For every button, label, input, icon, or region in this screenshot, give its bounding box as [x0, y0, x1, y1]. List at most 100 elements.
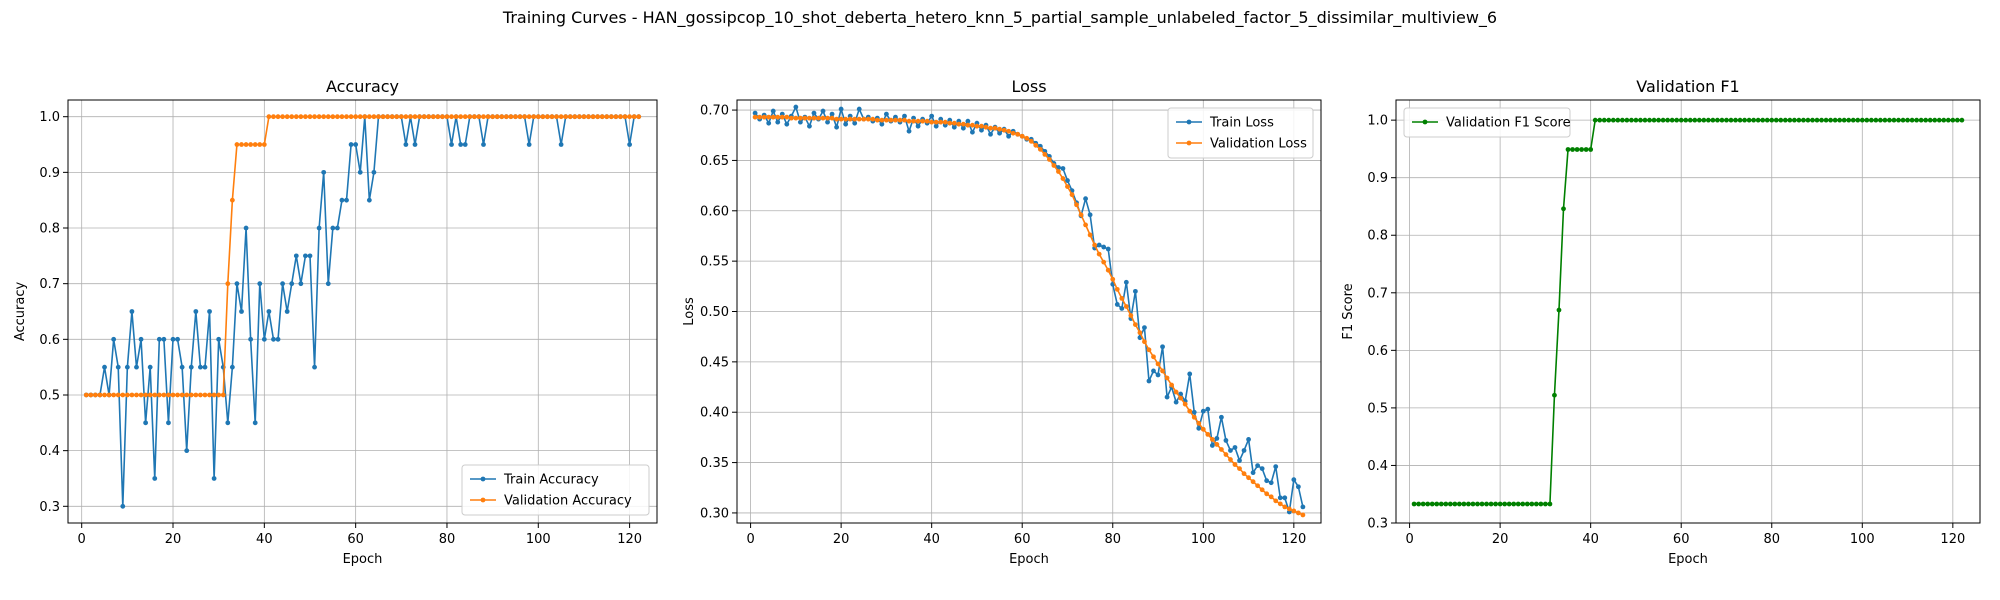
data-point: [1651, 117, 1657, 123]
data-point: [312, 114, 317, 120]
data-point: [229, 364, 235, 370]
data-point: [1205, 406, 1211, 412]
data-point: [1950, 117, 1956, 123]
data-point: [807, 115, 812, 121]
data-point: [426, 114, 432, 120]
data-point: [120, 392, 126, 398]
data-point: [188, 364, 194, 370]
data-point: [147, 392, 153, 398]
data-point: [852, 120, 858, 126]
data-point: [1742, 117, 1747, 123]
data-point: [997, 130, 1002, 136]
data-point: [775, 114, 781, 120]
data-point: [1010, 130, 1016, 136]
data-point: [1665, 117, 1671, 123]
chart-title: Loss: [1011, 77, 1046, 96]
data-point: [188, 392, 194, 398]
data-point: [111, 392, 117, 398]
data-point: [1891, 117, 1897, 123]
data-point: [1810, 117, 1815, 123]
data-point: [1900, 117, 1906, 123]
data-point: [1814, 117, 1820, 123]
data-point: [1828, 117, 1834, 123]
x-tick-label: 100: [526, 532, 551, 547]
legend-box: [461, 464, 650, 516]
x-tick-label: 20: [165, 532, 182, 547]
data-point: [408, 114, 413, 120]
series-line-validation-accuracy: [86, 115, 639, 396]
data-point: [820, 115, 826, 121]
y-tick-label: 0.9: [39, 166, 60, 181]
data-point: [1268, 480, 1274, 486]
data-point: [243, 225, 249, 231]
data-point: [124, 392, 130, 398]
chart-title: Accuracy: [326, 77, 399, 96]
data-point: [1105, 267, 1111, 273]
data-point: [1610, 117, 1616, 123]
data-point: [490, 114, 496, 120]
data-point: [1056, 169, 1061, 174]
data-point: [1479, 501, 1485, 507]
data-point: [1295, 510, 1301, 516]
x-tick-label: 80: [1763, 532, 1780, 547]
legend-label: Train Loss: [1209, 116, 1274, 131]
data-point: [1173, 389, 1179, 395]
y-tick-label: 0.70: [700, 104, 729, 119]
data-point: [471, 114, 477, 120]
data-point: [622, 114, 628, 120]
data-point: [1633, 117, 1639, 123]
data-point: [143, 420, 149, 426]
data-point: [403, 114, 409, 120]
data-point: [248, 336, 254, 342]
data-point: [1046, 157, 1052, 162]
data-point: [280, 281, 285, 287]
x-tick-label: 0: [78, 532, 86, 547]
data-point: [1006, 128, 1012, 134]
data-point: [1160, 368, 1165, 374]
data-point: [1259, 466, 1265, 472]
data-point: [1123, 279, 1129, 285]
data-point: [371, 114, 377, 120]
data-point: [353, 142, 359, 147]
data-point: [481, 114, 486, 120]
data-point: [1291, 477, 1297, 483]
data-point: [348, 142, 354, 147]
data-point: [1142, 339, 1147, 345]
data-point: [1868, 117, 1874, 123]
data-point: [175, 392, 180, 398]
data-point: [915, 118, 921, 124]
data-point: [1164, 375, 1170, 381]
data-point: [334, 225, 340, 231]
data-point: [1024, 135, 1030, 141]
data-point: [1687, 117, 1693, 123]
data-point: [1778, 117, 1784, 123]
x-tick-label: 0: [1405, 532, 1413, 547]
data-point: [430, 114, 436, 120]
data-point: [1502, 501, 1508, 507]
data-point: [357, 169, 363, 175]
data-point: [271, 114, 276, 120]
plot-frame: [736, 99, 1322, 524]
x-tick-label: 120: [1940, 532, 1965, 547]
data-point: [1452, 501, 1458, 507]
data-point: [1678, 117, 1684, 123]
data-point: [1629, 117, 1634, 123]
data-point: [1155, 361, 1161, 367]
data-point: [325, 114, 331, 120]
data-point: [1214, 442, 1220, 447]
data-point: [979, 123, 984, 129]
y-tick-label: 0.9: [1367, 171, 1388, 186]
y-tick-label: 1.0: [39, 110, 60, 125]
data-point: [1250, 470, 1256, 476]
data-point: [435, 114, 441, 120]
data-point: [412, 142, 418, 147]
data-point: [1132, 322, 1138, 327]
data-point: [906, 128, 912, 134]
data-point: [225, 281, 231, 287]
x-tick-label: 100: [1191, 532, 1216, 547]
data-point: [1859, 117, 1865, 123]
data-point: [1160, 344, 1165, 350]
data-point: [1241, 448, 1247, 453]
data-point: [1246, 437, 1251, 442]
